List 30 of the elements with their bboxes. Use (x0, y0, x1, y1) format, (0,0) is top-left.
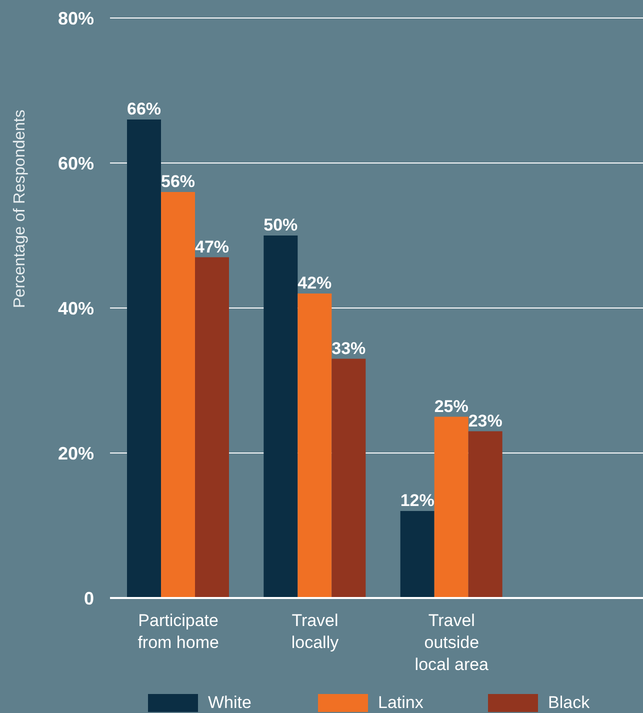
legend-label: White (208, 693, 252, 713)
bar (161, 192, 195, 598)
data-label: 50% (264, 216, 298, 234)
y-tick-label: 80% (58, 8, 94, 28)
data-label: 12% (400, 491, 434, 510)
data-label: 66% (126, 100, 162, 118)
legend-label: Black (548, 693, 591, 713)
bar (434, 416, 468, 598)
y-tick-label: 0 (84, 588, 94, 608)
x-tick-label: Travel outside local area (414, 611, 490, 674)
x-tick-label: Participate from home (138, 611, 219, 652)
bar (332, 358, 366, 598)
bar (298, 294, 332, 598)
data-label: 33% (332, 338, 366, 358)
data-label: 47% (194, 237, 230, 256)
bar (264, 236, 298, 598)
bar (127, 120, 161, 598)
bar (195, 257, 229, 598)
x-tick-label: Travel locally (291, 611, 340, 652)
data-label: 25% (434, 396, 468, 416)
legend-label: Latinx (378, 693, 424, 713)
y-tick-label: 60% (58, 153, 94, 174)
data-label: 56% (160, 172, 196, 191)
data-label: 23% (468, 411, 502, 430)
y-axis-title: Percentage of Respondents (12, 110, 29, 308)
y-tick-label: 40% (58, 298, 94, 318)
data-label: 42% (298, 274, 332, 292)
bar (400, 511, 434, 598)
bar (468, 431, 502, 598)
y-tick-label: 20% (58, 443, 94, 464)
